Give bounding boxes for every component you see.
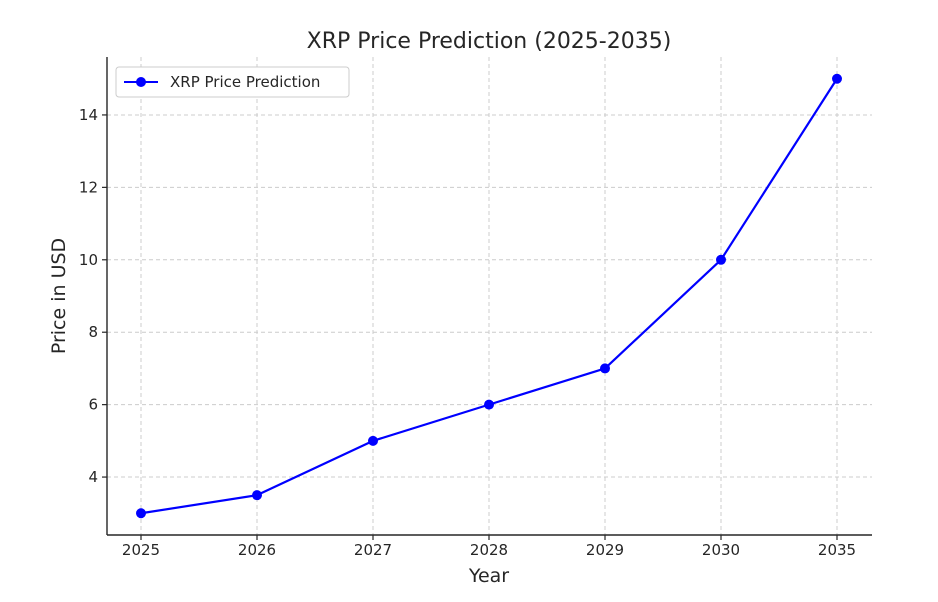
data-point[interactable] <box>484 399 494 410</box>
x-tick-label: 2027 <box>354 541 392 559</box>
series-layer <box>136 73 842 519</box>
data-point[interactable] <box>716 254 726 265</box>
x-axis-label: Year <box>468 565 509 587</box>
x-tick-label: 2035 <box>818 541 856 559</box>
legend-marker-swatch <box>136 77 146 87</box>
legend[interactable]: XRP Price Prediction <box>115 66 350 98</box>
legend-box <box>115 66 350 98</box>
y-tick-label: 14 <box>79 106 98 124</box>
grid-lines <box>107 57 872 535</box>
x-tick-label: 2025 <box>122 541 160 559</box>
y-tick-label: 12 <box>79 178 98 196</box>
data-point[interactable] <box>368 435 378 446</box>
data-point[interactable] <box>600 363 610 374</box>
y-tick-label: 8 <box>88 323 98 341</box>
y-axis-label: Price in USD <box>48 238 70 354</box>
chart-title: XRP Price Prediction (2025-2035) <box>307 29 672 54</box>
x-tick-label: 2029 <box>586 541 624 559</box>
data-point[interactable] <box>136 508 146 519</box>
data-point[interactable] <box>832 73 842 84</box>
x-tick-label: 2030 <box>702 541 740 559</box>
x-tick-label: 2028 <box>470 541 508 559</box>
y-tick-label: 4 <box>88 468 98 486</box>
data-point[interactable] <box>252 490 262 501</box>
y-tick-label: 10 <box>79 251 98 269</box>
legend-label: XRP Price Prediction <box>170 73 320 91</box>
y-tick-label: 6 <box>88 396 98 414</box>
x-axis-ticks: 2025 2026 2027 2028 2029 2030 2035 <box>122 535 856 559</box>
x-tick-label: 2026 <box>238 541 276 559</box>
y-axis-ticks: 4 6 8 10 12 14 <box>79 106 107 486</box>
